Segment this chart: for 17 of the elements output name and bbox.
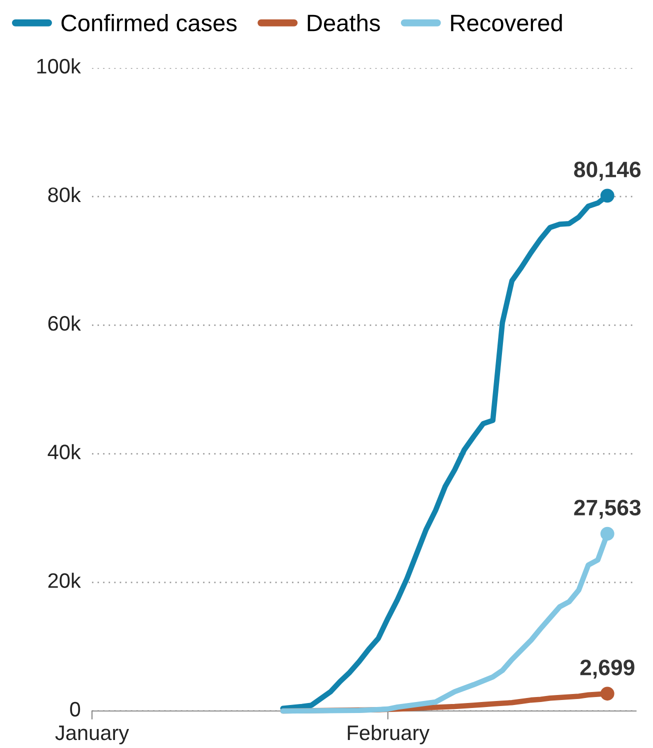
y-tick-label: 100k <box>37 58 81 74</box>
y-tick-label: 40k <box>48 444 81 460</box>
point <box>600 526 614 541</box>
legend-label: Confirmed cases <box>62 14 237 32</box>
x-tick-label: February <box>348 724 430 744</box>
y-tick-label: 60k <box>48 315 81 331</box>
data-label: 80,146 <box>574 162 641 181</box>
y-tick-label: 80k <box>48 186 81 202</box>
x-tick-label: January <box>55 726 130 744</box>
y-tick-label: 20k <box>48 572 81 588</box>
point <box>600 188 614 203</box>
y-tick-label: 0 <box>70 702 80 717</box>
legend-label: Deaths <box>308 14 380 32</box>
legend-label: Recovered <box>451 14 562 32</box>
data-label: 27,563 <box>574 500 641 519</box>
point <box>600 686 614 701</box>
data-label: 2,699 <box>580 660 634 679</box>
